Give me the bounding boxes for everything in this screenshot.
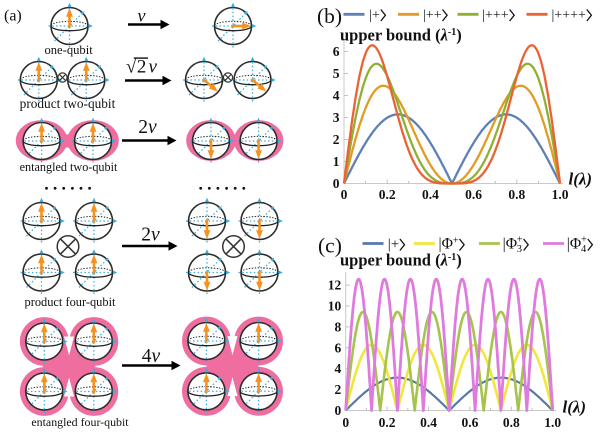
svg-text:10: 10 <box>328 299 342 314</box>
svg-text:upper bound (λ-1): upper bound (λ-1) <box>340 251 462 270</box>
svg-text:l(λ): l(λ) <box>563 398 587 417</box>
svg-text:upper bound (λ-1): upper bound (λ-1) <box>340 26 462 45</box>
svg-text:0.6: 0.6 <box>465 187 482 202</box>
svg-text:0.4: 0.4 <box>422 187 439 202</box>
svg-text:4v: 4v <box>142 346 161 367</box>
svg-text:|Φ: |Φ <box>503 236 517 253</box>
svg-text:|+++: |+++ <box>482 8 509 23</box>
svg-text:12: 12 <box>328 278 342 293</box>
svg-text:4: 4 <box>581 244 587 255</box>
svg-text:0: 0 <box>342 415 349 430</box>
svg-text:1.0: 1.0 <box>544 415 561 430</box>
svg-text:3: 3 <box>517 244 522 255</box>
svg-text:0: 0 <box>333 176 340 191</box>
svg-text:0.8: 0.8 <box>503 415 520 430</box>
svg-text:+: + <box>517 235 523 246</box>
svg-text:2v: 2v <box>141 225 160 246</box>
svg-text:|Φ: |Φ <box>567 236 581 253</box>
svg-text:|++: |++ <box>423 8 442 23</box>
svg-text:2v: 2v <box>138 117 157 138</box>
svg-text:0.2: 0.2 <box>379 187 396 202</box>
svg-text:0: 0 <box>341 187 348 202</box>
svg-text:3: 3 <box>333 110 340 125</box>
svg-text:|++++: |++++ <box>552 8 586 23</box>
svg-text:entangled four-qubit: entangled four-qubit <box>31 415 129 429</box>
svg-text:+: + <box>453 236 459 247</box>
svg-text:2: 2 <box>333 132 340 147</box>
svg-text:+: + <box>581 235 587 246</box>
svg-text:5: 5 <box>333 66 340 81</box>
svg-text:v: v <box>138 6 146 26</box>
svg-text:6: 6 <box>333 44 340 59</box>
svg-text:l(λ): l(λ) <box>569 170 593 189</box>
svg-text:|+: |+ <box>369 8 380 23</box>
svg-text:0.4: 0.4 <box>420 415 437 430</box>
svg-text:0.8: 0.8 <box>508 187 525 202</box>
svg-text:8: 8 <box>334 319 341 334</box>
svg-text:2: 2 <box>334 382 341 397</box>
svg-text:0.2: 0.2 <box>379 415 396 430</box>
svg-text:|+: |+ <box>388 237 399 253</box>
svg-text:product four-qubit: product four-qubit <box>25 295 116 309</box>
svg-text:4: 4 <box>333 88 340 103</box>
svg-text:√2v: √2v <box>126 57 157 78</box>
svg-text:entangled two-qubit: entangled two-qubit <box>20 160 118 174</box>
svg-text:(b): (b) <box>317 4 342 28</box>
svg-text:1.0: 1.0 <box>552 187 569 202</box>
svg-text:0: 0 <box>334 403 341 418</box>
svg-text:|Φ: |Φ <box>439 236 453 253</box>
svg-text:0.6: 0.6 <box>461 415 478 430</box>
svg-text:1: 1 <box>333 154 340 169</box>
svg-text:product two-qubit: product two-qubit <box>20 96 116 111</box>
svg-text:(a): (a) <box>4 8 22 25</box>
svg-text:one-qubit: one-qubit <box>44 43 93 57</box>
svg-text:4: 4 <box>334 361 341 376</box>
svg-text:(c): (c) <box>318 234 342 258</box>
svg-text:6: 6 <box>334 340 341 355</box>
